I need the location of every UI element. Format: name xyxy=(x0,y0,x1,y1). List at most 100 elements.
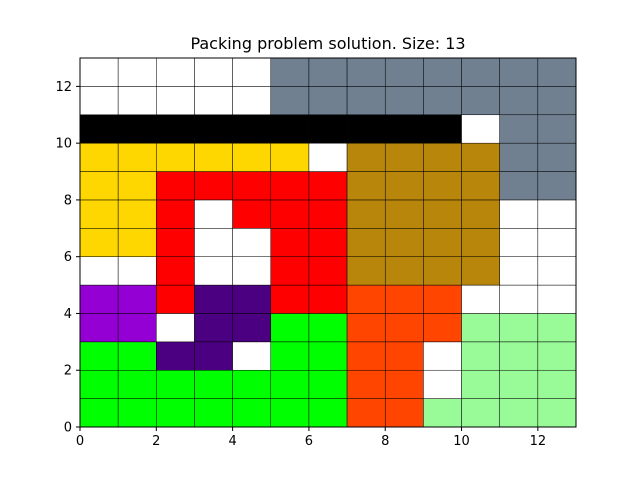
grid-cell xyxy=(346,398,386,428)
grid-cell xyxy=(461,228,500,257)
grid-cell xyxy=(308,142,348,172)
grid-cell xyxy=(194,284,233,314)
grid-cell xyxy=(270,86,310,116)
grid-cell xyxy=(461,341,500,371)
grid-cell xyxy=(384,114,424,144)
grid-cell xyxy=(79,199,119,229)
grid-cell xyxy=(461,57,500,87)
grid-cell xyxy=(117,398,157,428)
axes-layer: 0 2 4 6 8 10 12 0 2 4 6 8 10 12 xyxy=(55,57,577,449)
grid-cell xyxy=(384,284,424,314)
grid-cell xyxy=(423,114,462,144)
grid-cell xyxy=(499,284,539,314)
grid-cell xyxy=(156,142,195,172)
grid-cell xyxy=(156,313,195,343)
grid-cell xyxy=(79,313,119,343)
grid-cell xyxy=(423,284,462,314)
grid-cell xyxy=(346,369,386,399)
grid-cell xyxy=(461,114,500,144)
grid-cell xyxy=(79,284,119,314)
grid-cell xyxy=(156,284,195,314)
grid-cell xyxy=(270,114,310,144)
grid-cell xyxy=(499,369,539,399)
grid-cell xyxy=(308,57,348,87)
grid-cell xyxy=(384,313,424,343)
grid-cell xyxy=(117,369,157,399)
grid-cell xyxy=(308,86,348,116)
y-tick-label: 12 xyxy=(55,80,72,95)
grid-cell xyxy=(79,341,119,371)
grid-cell xyxy=(308,199,348,229)
grid-cell xyxy=(194,313,233,343)
x-tick-label: 8 xyxy=(381,434,389,449)
grid-cell xyxy=(232,57,272,87)
y-tick-label: 8 xyxy=(64,193,72,208)
grid-cell xyxy=(346,341,386,371)
grid-cell xyxy=(308,171,348,201)
grid-cell xyxy=(194,86,233,116)
grid-cell xyxy=(461,171,500,201)
x-tick-label: 2 xyxy=(152,434,160,449)
grid-cell xyxy=(194,114,233,144)
grid-cell xyxy=(194,398,233,428)
grid-cell xyxy=(423,199,462,229)
grid-cell xyxy=(117,199,157,229)
grid-cell xyxy=(346,228,386,257)
grid-cell xyxy=(270,199,310,229)
grid-cell xyxy=(346,171,386,201)
x-tick-label: 0 xyxy=(76,434,84,449)
grid-cell xyxy=(270,142,310,172)
grid-cell xyxy=(384,369,424,399)
grid-cell xyxy=(79,114,119,144)
grid-cell xyxy=(117,171,157,201)
grid-cell xyxy=(308,114,348,144)
grid-cell xyxy=(156,256,195,286)
grid-cell xyxy=(346,256,386,286)
grid-cell xyxy=(308,398,348,428)
grid-cell xyxy=(346,313,386,343)
y-tick-label: 2 xyxy=(64,364,72,379)
grid-cell xyxy=(423,171,462,201)
grid-cell xyxy=(232,142,272,172)
grid-cell xyxy=(270,341,310,371)
grid-cell xyxy=(194,228,233,257)
grid-cell xyxy=(537,57,577,87)
grid-cell xyxy=(308,256,348,286)
grid-cell xyxy=(270,369,310,399)
grid-cell xyxy=(499,398,539,428)
grid-cell xyxy=(423,228,462,257)
grid-cell xyxy=(537,398,577,428)
grid-cell xyxy=(423,341,462,371)
grid-cell xyxy=(499,199,539,229)
grid-cell xyxy=(537,369,577,399)
grid-cell xyxy=(499,86,539,116)
grid-cell xyxy=(156,199,195,229)
grid-cell xyxy=(194,341,233,371)
grid-cell xyxy=(232,228,272,257)
grid-cell xyxy=(537,341,577,371)
plot-frame xyxy=(79,57,577,428)
grid-cell xyxy=(232,398,272,428)
grid-cell xyxy=(117,228,157,257)
grid-cell xyxy=(537,228,577,257)
grid-cell xyxy=(537,284,577,314)
grid-cell xyxy=(194,256,233,286)
grid-cell xyxy=(232,341,272,371)
grid-cell xyxy=(117,284,157,314)
grid-cell xyxy=(117,341,157,371)
grid-cell xyxy=(194,199,233,229)
grid-cell xyxy=(79,256,119,286)
grid-cell xyxy=(461,284,500,314)
grid-cell xyxy=(537,199,577,229)
cells-layer xyxy=(79,57,577,428)
grid-cell xyxy=(308,228,348,257)
grid-cell xyxy=(79,171,119,201)
grid-cell xyxy=(346,284,386,314)
grid-cell xyxy=(232,313,272,343)
grid-cell xyxy=(117,142,157,172)
grid-cell xyxy=(79,142,119,172)
grid-cell xyxy=(156,398,195,428)
grid-cell xyxy=(270,256,310,286)
grid-cell xyxy=(194,142,233,172)
grid-cell xyxy=(308,341,348,371)
